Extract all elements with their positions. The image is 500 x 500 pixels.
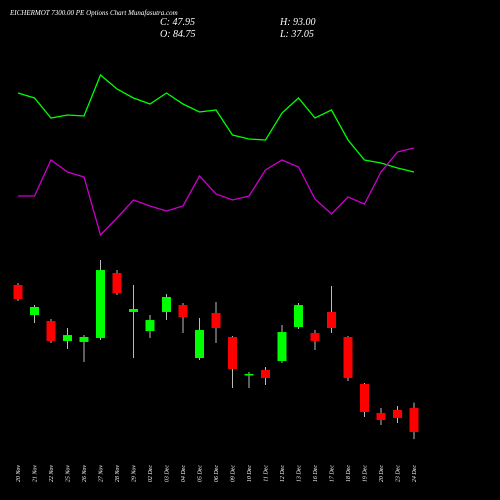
candle-body <box>376 412 386 421</box>
high-label: H: 93.00 <box>279 17 316 28</box>
x-tick-label: 05 Dec <box>198 465 204 482</box>
candle-body <box>96 270 105 338</box>
x-tick-label: 29 Nov <box>132 465 138 483</box>
x-tick-label: 18 Dec <box>346 465 352 482</box>
x-tick-label: 12 Dec <box>280 465 286 482</box>
candle-body <box>162 297 171 312</box>
candle-body <box>112 273 122 294</box>
x-tick-label: 19 Dec <box>363 465 369 482</box>
chart-title: EICHERMOT 7300.00 PE Options Chart Munaf… <box>9 9 178 17</box>
candle-body <box>393 409 402 418</box>
candle-body <box>277 332 287 361</box>
x-tick-label: 21 Nov <box>33 465 39 483</box>
candle-body <box>46 321 56 341</box>
candle-body <box>228 337 237 370</box>
x-tick-label: 10 Dec <box>247 465 253 482</box>
candle-body <box>195 330 204 358</box>
candle-body <box>294 305 303 328</box>
candle-body <box>310 333 320 341</box>
x-tick-label: 22 Nov <box>49 465 55 483</box>
candle-body <box>244 373 254 376</box>
x-tick-label: 13 Dec <box>297 465 303 482</box>
x-tick-label: 26 Nov <box>82 465 88 483</box>
x-tick-label: 06 Dec <box>214 465 220 482</box>
close-label: C: 47.95 <box>160 17 195 28</box>
x-tick-label: 25 Nov <box>66 465 72 483</box>
indicator-line <box>18 147 415 237</box>
x-tick-label: 17 Dec <box>330 465 336 482</box>
indicator-line <box>17 73 415 173</box>
x-tick-label: 28 Nov <box>115 465 121 483</box>
candle-body <box>261 370 270 379</box>
candle-body <box>211 313 221 328</box>
low-label: L: 37.05 <box>279 29 314 40</box>
x-tick-label: 27 Nov <box>99 465 105 483</box>
x-tick-label: 04 Dec <box>180 465 187 482</box>
candle-body <box>145 320 155 331</box>
candle-body <box>30 307 39 316</box>
candle-body <box>343 337 353 379</box>
candle-body <box>178 305 188 318</box>
x-tick-label: 24 Dec <box>411 465 418 482</box>
open-label: O: 84.75 <box>160 29 196 40</box>
x-tick-label: 02 Dec <box>148 465 154 482</box>
candle-body <box>327 311 336 328</box>
candle-body <box>79 337 89 342</box>
x-tick-label: 16 Dec <box>313 465 319 482</box>
candle-body <box>360 384 369 412</box>
x-tick-label: 23 Dec <box>396 465 402 482</box>
x-tick-label: 20 Dec <box>379 465 385 482</box>
candle-body <box>63 335 72 341</box>
candle-body <box>129 309 138 312</box>
x-tick-label: 11 Dec <box>264 465 270 482</box>
candle-body <box>409 407 419 432</box>
x-tick-label: 03 Dec <box>165 465 171 482</box>
x-tick-label: 09 Dec <box>231 465 237 482</box>
x-tick-label: 20 Nov <box>16 465 22 483</box>
candle-body <box>13 285 23 300</box>
